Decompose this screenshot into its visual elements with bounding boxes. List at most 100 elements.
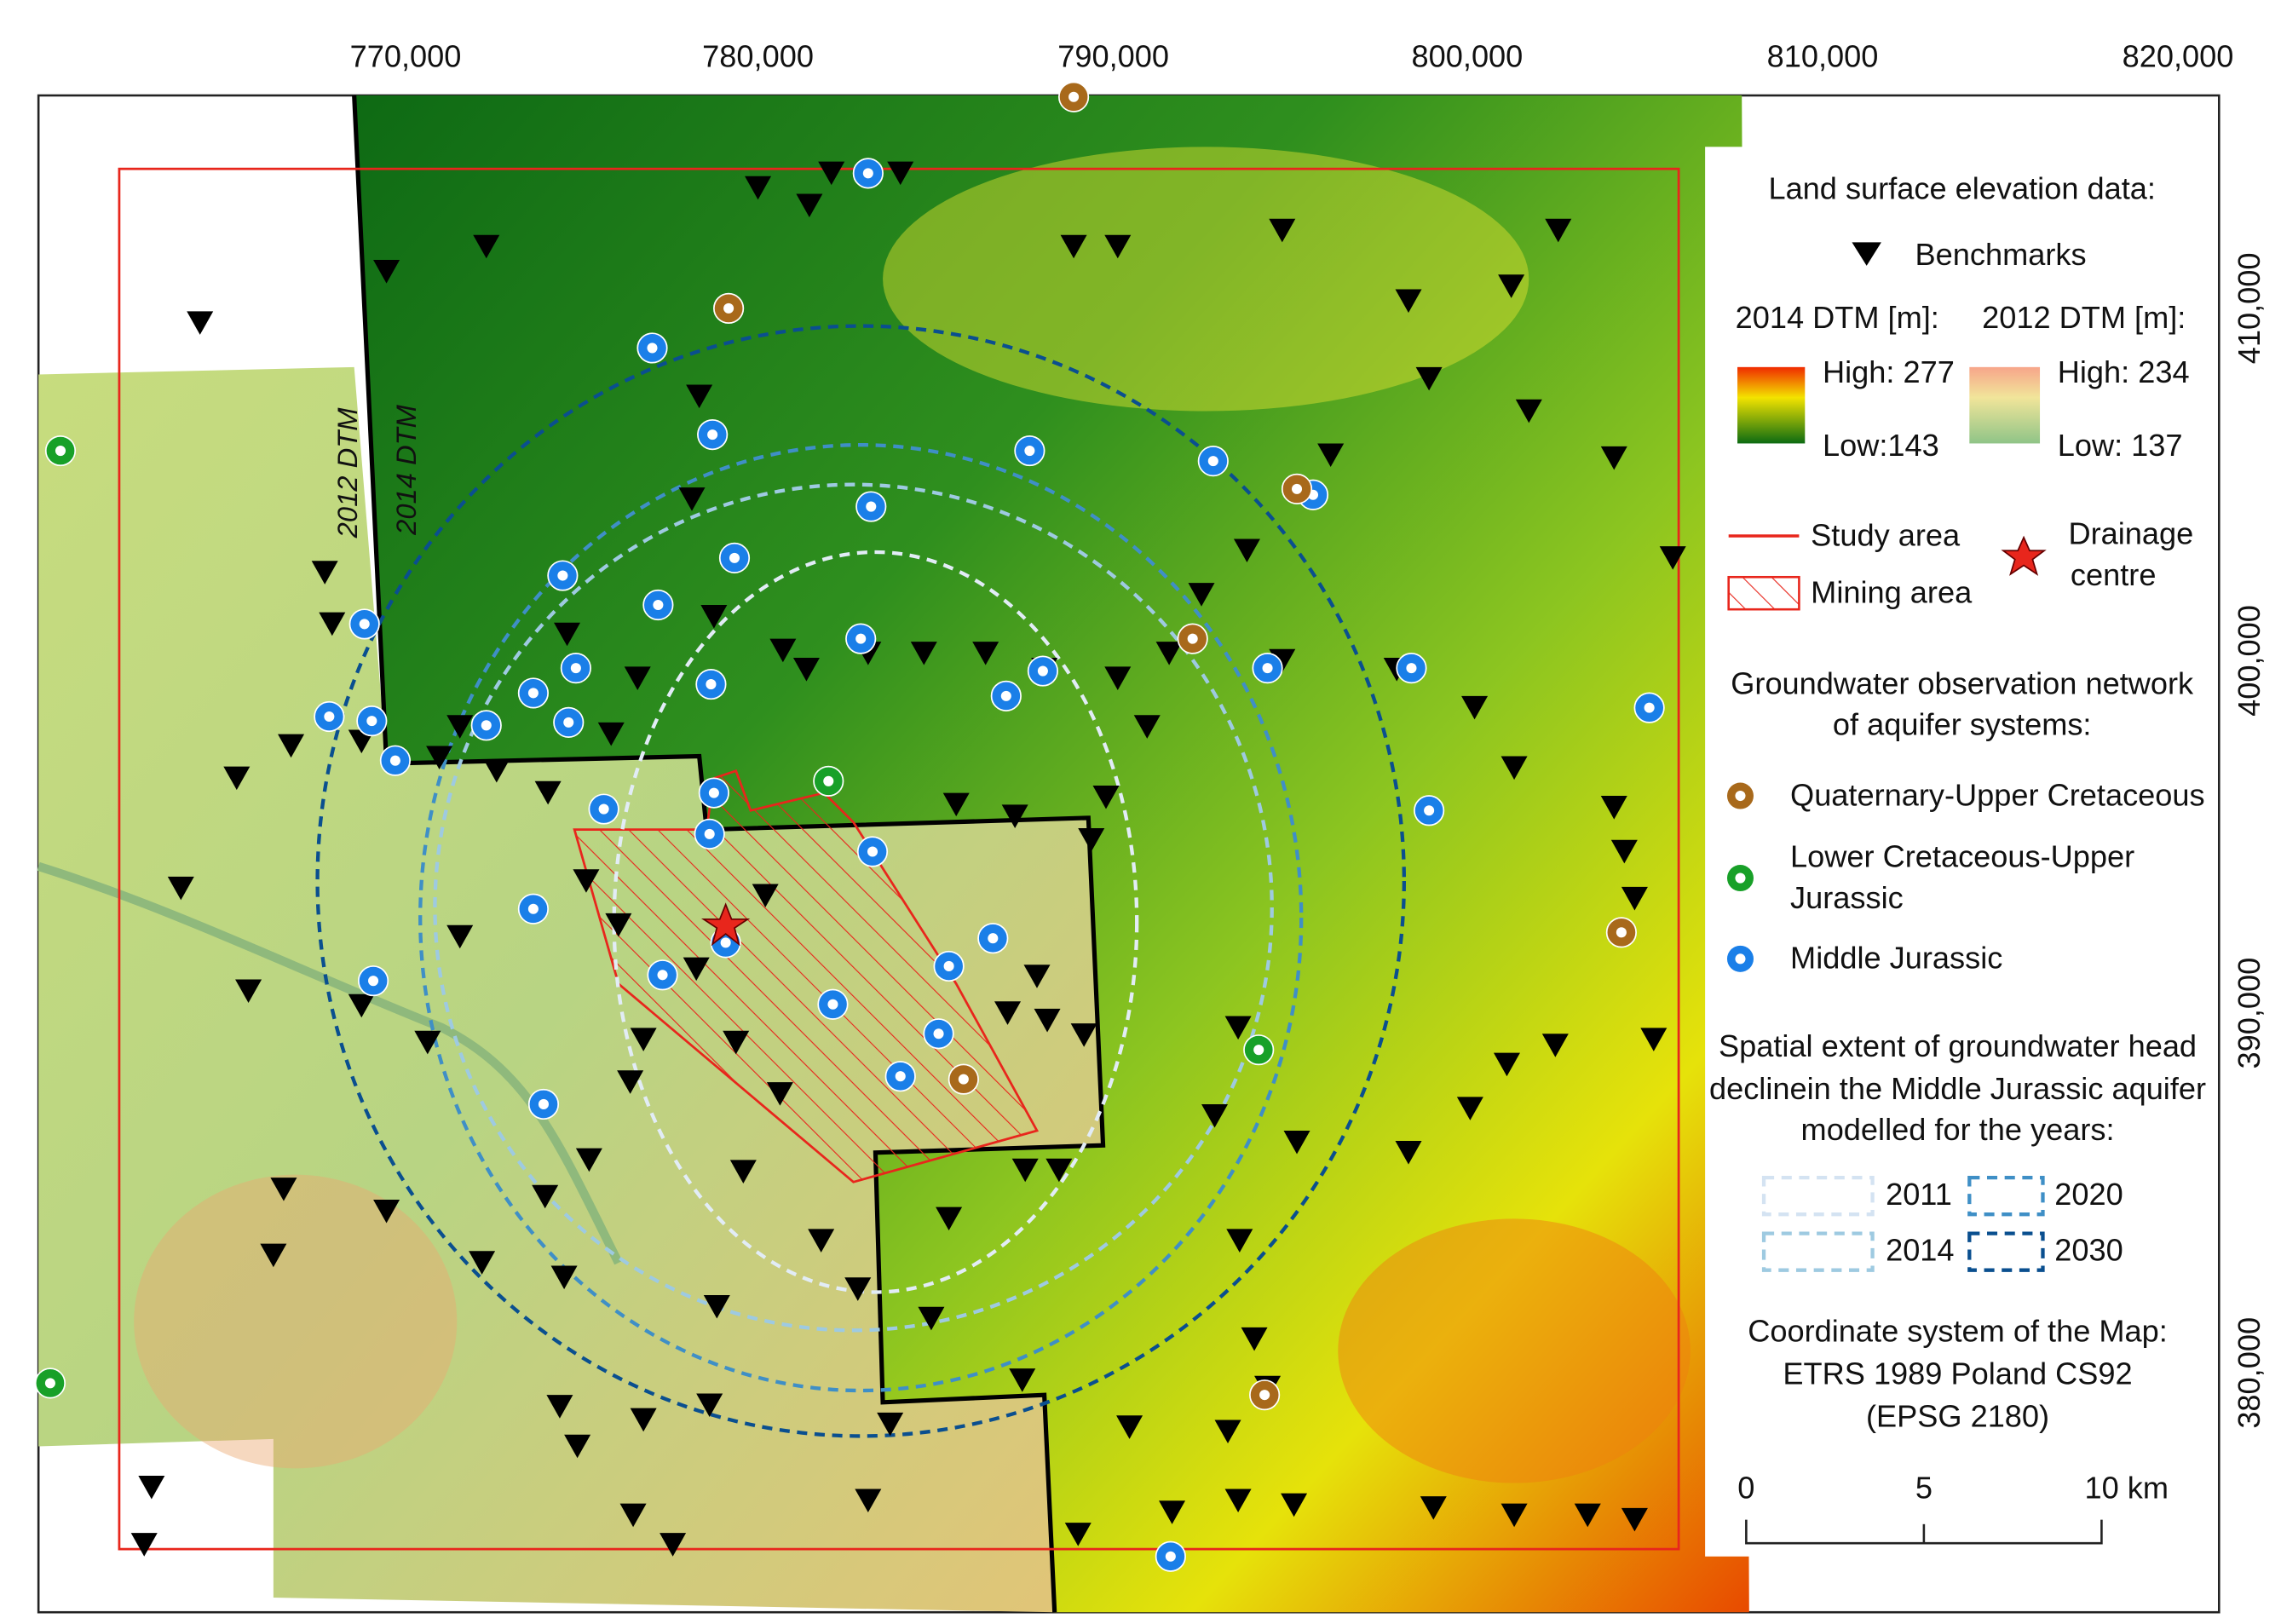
extent-2020 xyxy=(418,443,1304,1393)
benchmark xyxy=(1064,1523,1092,1546)
dtm-boundary xyxy=(352,95,1106,1613)
observation-well-centre xyxy=(723,302,734,314)
benchmark xyxy=(1104,234,1132,259)
benchmark xyxy=(1045,1158,1073,1183)
benchmark xyxy=(877,1412,904,1437)
observation-well-centre xyxy=(1424,805,1435,816)
benchmark xyxy=(1092,785,1120,809)
observation-well-centre xyxy=(1406,663,1417,674)
benchmark xyxy=(575,1148,602,1172)
year-symbol xyxy=(1967,1231,2045,1272)
extent-2014 xyxy=(433,482,1274,1333)
benchmark xyxy=(483,758,510,783)
benchmark xyxy=(844,1277,872,1301)
legend-label: Lower Cretaceous-Upper xyxy=(1790,839,2134,874)
terrain-highlight xyxy=(1338,1218,1691,1483)
dtm-2014 xyxy=(354,95,1749,1613)
aquifer-symbol xyxy=(1735,953,1746,965)
benchmark xyxy=(1420,1496,1447,1520)
benchmark xyxy=(1498,274,1525,298)
benchmark xyxy=(597,722,625,746)
legend-label: 2011 xyxy=(1886,1177,1952,1212)
benchmark xyxy=(1456,1097,1483,1120)
x-tick-label: 800,000 xyxy=(1412,38,1524,73)
y-tick-label: 400,000 xyxy=(2232,605,2267,717)
benchmark xyxy=(446,924,474,949)
benchmark xyxy=(1060,234,1087,259)
legend-label: 2012 DTM [m]: xyxy=(1982,300,2186,335)
observation-well-centre xyxy=(368,976,379,987)
benchmark xyxy=(1395,289,1422,314)
observation-well-centre xyxy=(389,755,400,766)
observation-well-centre xyxy=(933,1028,944,1039)
observation-well-centre xyxy=(55,446,66,457)
benchmark xyxy=(1283,1130,1310,1155)
benchmark xyxy=(855,1489,882,1513)
legend-label: 2014 DTM [m]: xyxy=(1736,300,1939,335)
observation-well-centre xyxy=(988,933,999,944)
benchmark xyxy=(1545,218,1572,243)
legend-title: Groundwater observation network xyxy=(1731,665,2194,700)
benchmark xyxy=(1640,1028,1668,1051)
benchmark xyxy=(624,666,651,690)
scale-label: 5 xyxy=(1915,1471,1933,1506)
legend-label: 2014 xyxy=(1886,1233,1954,1268)
benchmark xyxy=(373,1199,400,1224)
y-tick-label: 410,000 xyxy=(2232,253,2267,365)
year-symbol xyxy=(1761,1231,1875,1272)
observation-well-centre xyxy=(557,570,568,581)
benchmark-symbol xyxy=(1852,242,1881,266)
dtm-2012 xyxy=(38,366,1103,1613)
extent-2011 xyxy=(612,550,1139,1294)
legend-label: High: 277 xyxy=(1823,354,1955,389)
mining-area-symbol xyxy=(1727,575,1800,611)
observation-well-centre xyxy=(1024,446,1035,457)
legend-label: ETRS 1989 Poland CS92 xyxy=(1783,1356,2132,1391)
benchmark xyxy=(729,1160,757,1184)
benchmark xyxy=(703,1294,730,1319)
benchmark xyxy=(1501,756,1528,780)
legend-label: Jurassic xyxy=(1790,880,1904,915)
observation-well-centre xyxy=(1037,665,1048,677)
legend-label: Middle Jurassic xyxy=(1790,941,2002,976)
benchmark xyxy=(1034,1008,1061,1033)
benchmark xyxy=(700,605,728,629)
benchmark xyxy=(573,869,600,893)
observation-well-centre xyxy=(720,937,731,948)
x-tick-label: 810,000 xyxy=(1767,38,1879,73)
drainage-symbol xyxy=(2001,535,2047,576)
observation-well-centre xyxy=(1262,663,1273,674)
year-symbol xyxy=(1761,1175,1875,1217)
benchmark xyxy=(796,193,823,218)
benchmark xyxy=(167,876,194,901)
legend-label: Mining area xyxy=(1811,575,1973,610)
legend-title: declinein the Middle Jurassic aquifer xyxy=(1709,1071,2206,1106)
benchmark xyxy=(723,1030,750,1055)
benchmark xyxy=(473,234,500,259)
scale-label: 0 xyxy=(1737,1471,1754,1506)
benchmark xyxy=(311,561,338,585)
benchmark xyxy=(260,1243,287,1268)
observation-well-centre xyxy=(647,343,658,354)
benchmark xyxy=(1621,1507,1648,1532)
benchmark xyxy=(1188,583,1215,607)
benchmark xyxy=(1009,1368,1036,1392)
observation-well-centre xyxy=(1292,483,1303,494)
legend-label: Benchmarks xyxy=(1915,237,2087,272)
benchmark xyxy=(223,766,251,791)
benchmark xyxy=(1493,1052,1520,1077)
legend-label: High: 234 xyxy=(2058,354,2190,389)
benchmark xyxy=(1621,886,1648,911)
benchmark xyxy=(696,1393,723,1418)
legend-label: 2030 xyxy=(2054,1233,2123,1268)
legend-title: modelled for the years: xyxy=(1801,1112,2115,1147)
benchmark xyxy=(373,260,400,284)
observation-well-centre xyxy=(943,960,954,971)
benchmark xyxy=(1515,399,1542,423)
benchmark xyxy=(769,638,797,663)
legend-label: Low: 137 xyxy=(2058,428,2183,463)
benchmark xyxy=(1023,965,1051,988)
benchmark xyxy=(1116,1415,1143,1439)
benchmark xyxy=(1501,1503,1528,1528)
benchmark xyxy=(187,311,214,335)
